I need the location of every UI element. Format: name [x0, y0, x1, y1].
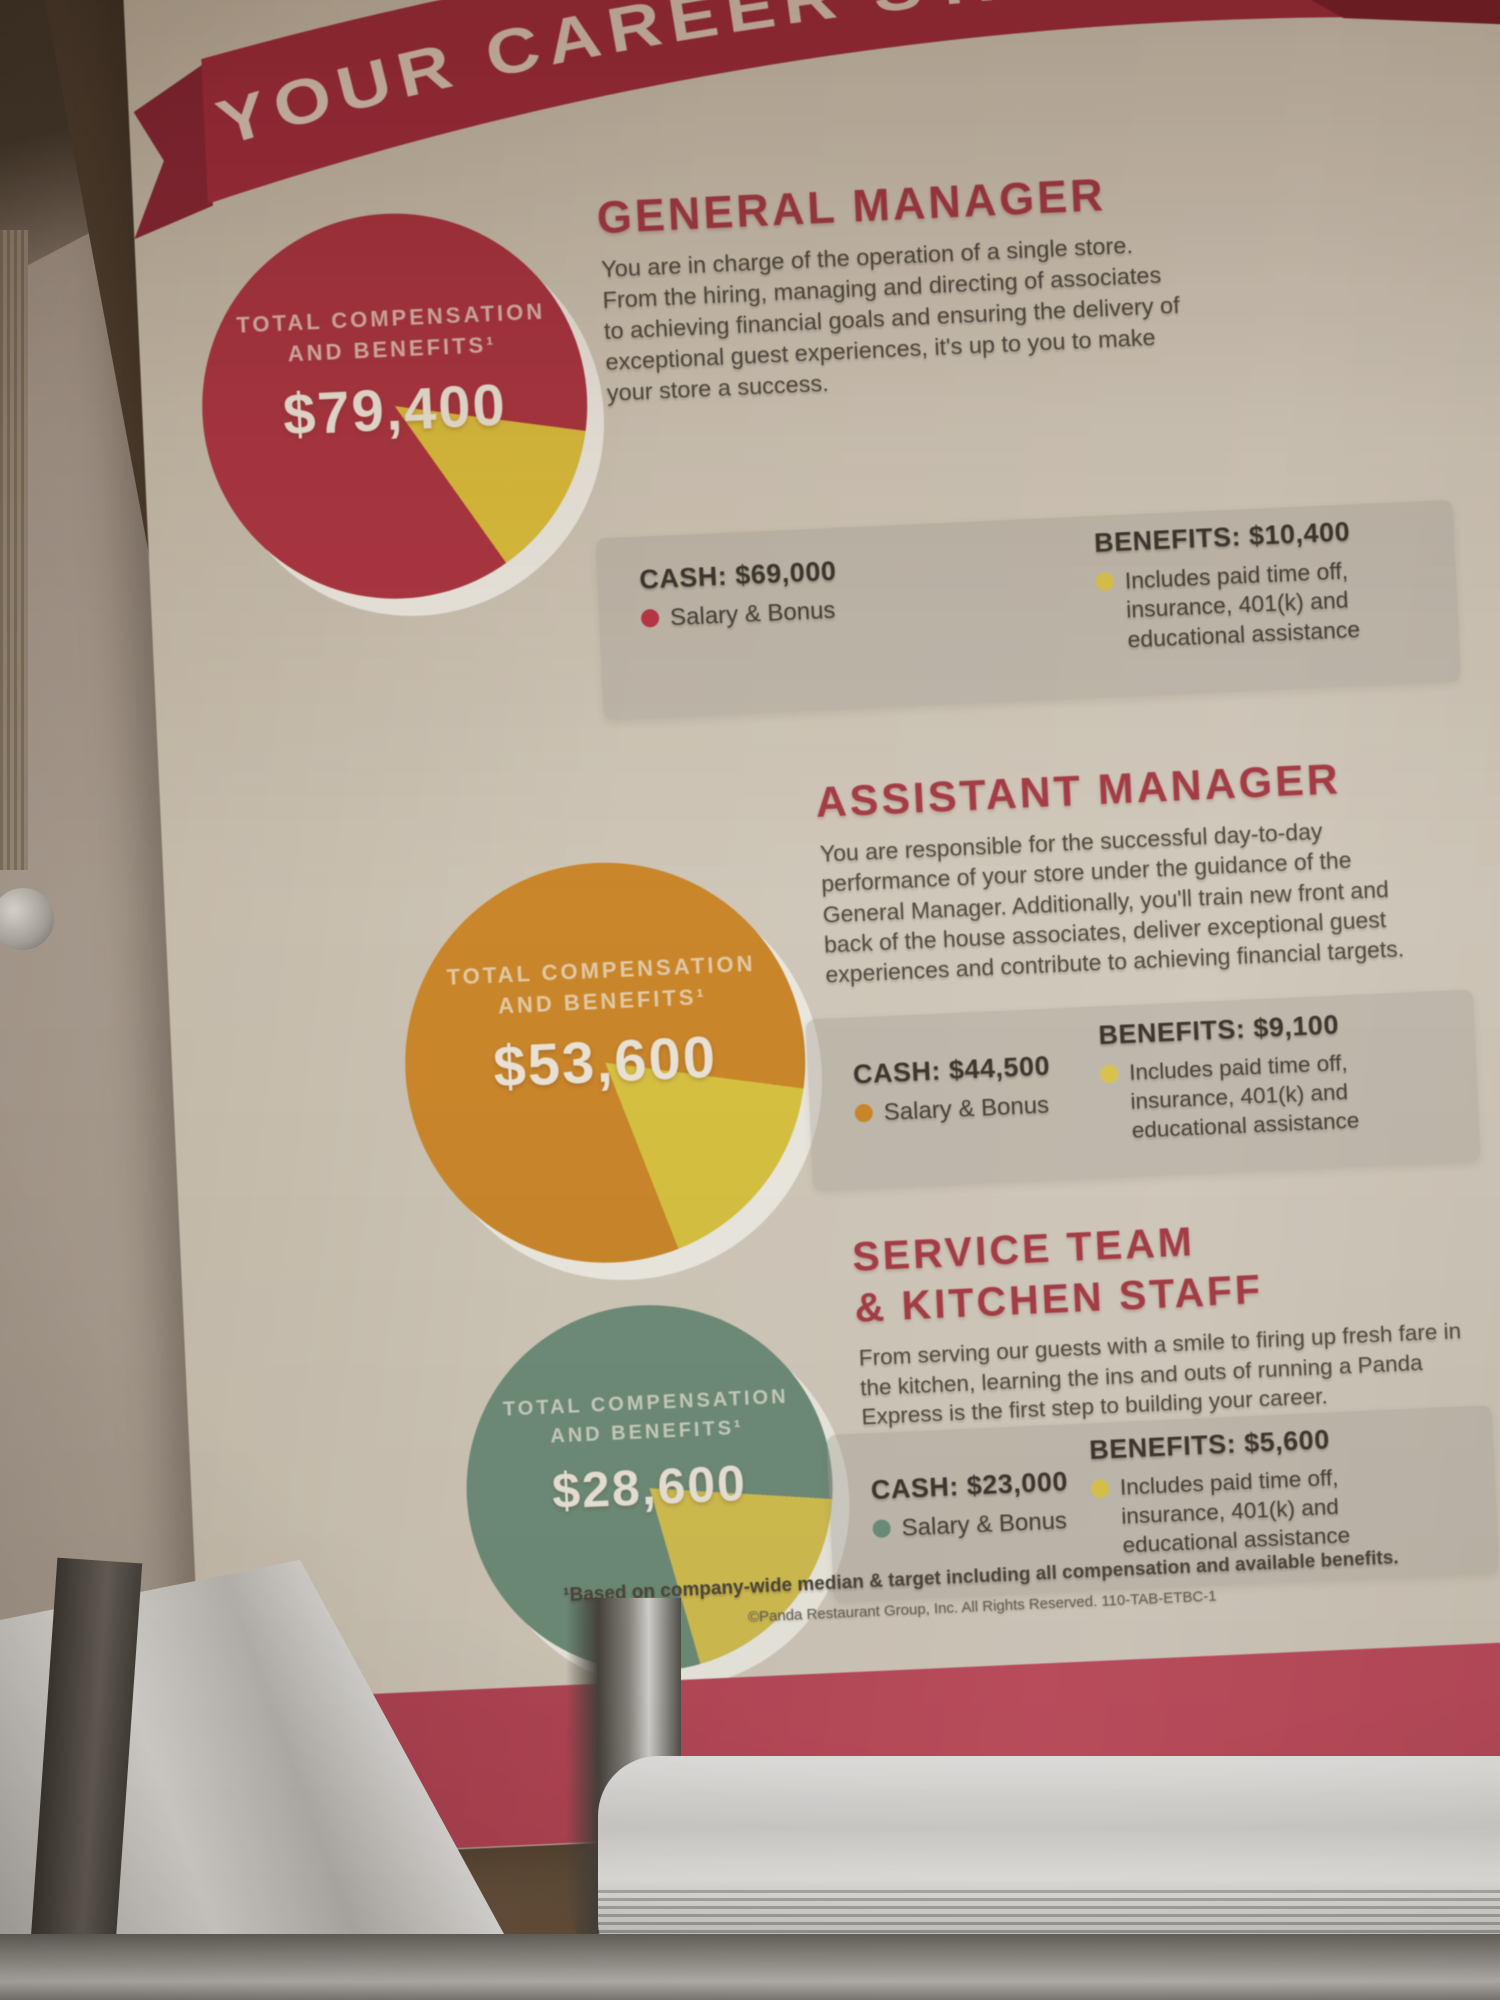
wall-trim-strip — [0, 230, 28, 870]
am-pie-text: TOTAL COMPENSATION AND BENEFITS¹ $53,600 — [401, 946, 807, 1105]
metal-floor — [0, 1934, 1500, 2000]
gm-benefits-sublabel: Includes paid time off, insurance, 401(k… — [1124, 557, 1361, 653]
ribbon-right-fold — [1289, 0, 1500, 25]
career-ribbon-banner: YOUR CAREER STARTS HERE — [133, 0, 1500, 240]
gm-cash-dot-icon — [640, 608, 660, 628]
st-cash-dot-icon — [872, 1519, 892, 1539]
st-benefits-column: BENEFITS: $5,600 Includes paid time off,… — [1089, 1420, 1424, 1561]
am-benefits-sublabel: Includes paid time off, insurance, 401(k… — [1128, 1050, 1360, 1143]
gm-benefits-column: BENEFITS: $10,400 Includes paid time off… — [1093, 513, 1428, 656]
am-cash-sublabel: Salary & Bonus — [883, 1091, 1050, 1127]
gm-cash-amount: CASH: $69,000 — [638, 555, 837, 595]
gm-cash-column: CASH: $69,000 Salary & Bonus — [639, 549, 982, 635]
gm-benefits-amount: BENEFITS: $10,400 — [1093, 516, 1351, 559]
gm-section-description: You are in charge of the operation of a … — [600, 231, 1181, 407]
ribbon-band — [201, 0, 1500, 204]
am-benefits-dot-icon — [1099, 1064, 1119, 1084]
ribbon-left-tail — [133, 63, 213, 240]
am-cash-dot-icon — [854, 1103, 874, 1123]
st-pie-text: TOTAL COMPENSATION AND BENEFITS¹ $28,600 — [462, 1381, 833, 1524]
gm-info-box: CASH: $69,000 Salary & Bonus BENEFITS: $… — [595, 499, 1461, 721]
am-pie-chart: TOTAL COMPENSATION AND BENEFITS¹ $53,600 — [396, 853, 831, 1289]
gm-benefits-dot-icon — [1095, 572, 1115, 591]
am-benefits-amount: BENEFITS: $9,100 — [1097, 1009, 1340, 1051]
st-benefits-amount: BENEFITS: $5,600 — [1088, 1424, 1331, 1466]
gm-pie-text: TOTAL COMPENSATION AND BENEFITS¹ $79,400 — [198, 294, 589, 453]
am-info-box: CASH: $44,500 Salary & Bonus BENEFITS: $… — [805, 989, 1481, 1192]
gm-pie-chart: TOTAL COMPENSATION AND BENEFITS¹ $79,400 — [193, 205, 613, 625]
st-benefits-sublabel: Includes paid time off, insurance, 401(k… — [1119, 1464, 1351, 1558]
am-section-description: You are responsible for the successful d… — [819, 817, 1405, 989]
st-cash-sublabel: Salary & Bonus — [901, 1507, 1068, 1542]
st-benefits-dot-icon — [1090, 1479, 1110, 1499]
gm-cash-sublabel: Salary & Bonus — [669, 596, 836, 632]
rivet-knob — [0, 888, 54, 950]
am-benefits-column: BENEFITS: $9,100 Includes paid time off,… — [1098, 1005, 1433, 1146]
